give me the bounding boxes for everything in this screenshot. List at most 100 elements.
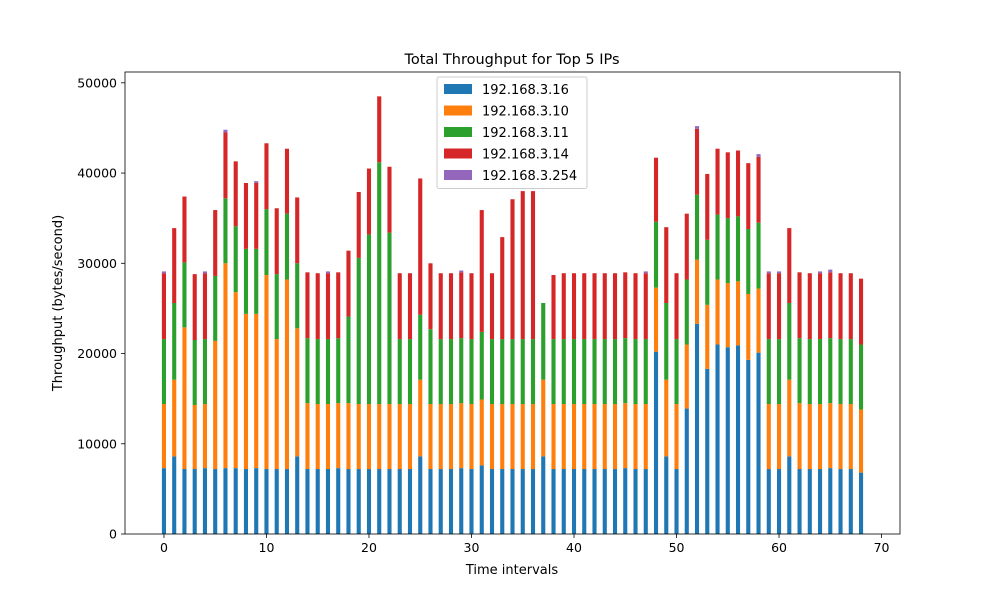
bar-segment [787, 303, 792, 380]
bar-segment [715, 279, 720, 345]
bar-segment [858, 278, 864, 345]
bar-segment [684, 213, 689, 280]
bar-segment [192, 340, 197, 405]
bar-segment [674, 339, 679, 405]
bar-segment [602, 273, 607, 340]
bar-segment [551, 469, 556, 534]
bar-segment [828, 269, 833, 273]
legend-label: 192.168.3.11 [482, 126, 569, 141]
bar-segment [725, 347, 730, 534]
x-tick-label: 0 [160, 540, 168, 555]
bar-segment [756, 154, 761, 157]
bar-segment [243, 313, 249, 470]
bar-segment [182, 469, 187, 534]
bar-segment [325, 271, 331, 274]
bar-segment [377, 469, 382, 534]
bar-segment [633, 469, 638, 534]
bar-segment [817, 339, 823, 405]
bar-segment [161, 404, 166, 469]
bar-segment [766, 273, 771, 340]
bar-segment [633, 273, 638, 340]
bar-segment [602, 404, 607, 470]
bar-segment [161, 339, 166, 405]
y-tick-label: 10000 [77, 436, 117, 451]
bar-segment [172, 456, 177, 534]
legend-label: 192.168.3.14 [482, 148, 569, 163]
bar-segment [520, 191, 525, 340]
bar-segment [694, 128, 700, 195]
bar-segment [561, 404, 566, 470]
bar-segment [243, 182, 249, 249]
y-tick-label: 0 [109, 527, 117, 542]
bar-segment [438, 339, 443, 405]
legend-label: 192.168.3.254 [482, 169, 577, 184]
bar-segment [500, 469, 505, 534]
bar-segment [469, 273, 474, 340]
bar-segment [797, 272, 802, 339]
bar-segment [172, 228, 177, 303]
bar-segment [182, 262, 187, 328]
bar-segment [346, 469, 351, 534]
bar-segment [438, 469, 443, 534]
bar-segment [664, 379, 669, 457]
bar-segment [254, 182, 259, 249]
bar-segment [397, 339, 402, 405]
bar-segment [172, 379, 177, 457]
bar-segment [438, 404, 443, 470]
bar-segment [500, 404, 505, 470]
bar-segment [418, 314, 423, 380]
bar-segment [592, 469, 597, 534]
bar-segment [643, 469, 648, 534]
bar-segment [182, 196, 187, 263]
bar-segment [653, 287, 659, 352]
bar-segment [858, 472, 864, 534]
bar-segment [828, 338, 833, 404]
bar-segment [254, 468, 259, 534]
bar-segment [500, 237, 505, 340]
bar-segment [510, 339, 515, 405]
bar-segment [848, 404, 853, 470]
bar-segment [643, 273, 648, 340]
bar-segment [807, 404, 812, 470]
bar-segment [428, 329, 433, 405]
bar-segment [377, 162, 382, 405]
bar-segment [705, 173, 710, 240]
bar-segment [674, 273, 679, 340]
bar-segment [202, 273, 208, 340]
bar-segment [459, 338, 464, 404]
bar-segment [192, 469, 197, 534]
bar-segment [315, 273, 320, 340]
bar-segment [807, 273, 812, 340]
y-tick-label: 40000 [77, 166, 117, 181]
bar-segment [838, 273, 843, 340]
bar-segment [817, 271, 823, 274]
bar-segment [643, 271, 648, 274]
bar-segment [551, 339, 556, 405]
bar-segment [284, 148, 290, 214]
bar-segment [407, 469, 413, 534]
bar-segment [623, 403, 628, 469]
bar-segment [633, 404, 638, 470]
bar-segment [264, 275, 269, 470]
bar-segment [653, 351, 659, 534]
bar-segment [479, 399, 484, 466]
bar-segment [797, 338, 802, 404]
bar-segment [828, 272, 833, 339]
bar-segment [428, 263, 433, 330]
x-tick-label: 10 [259, 540, 275, 555]
bar-segment [213, 469, 218, 534]
bar-segment [325, 469, 331, 534]
bar-segment [213, 340, 218, 470]
bar-segment [366, 404, 372, 470]
bar-segment [233, 468, 238, 534]
bar-segment [295, 197, 300, 264]
bar-segment [346, 316, 351, 404]
bar-segment [510, 469, 515, 534]
bar-segment [623, 338, 628, 404]
bar-segment [459, 468, 464, 534]
bar-segment [756, 288, 761, 353]
bar-segment [602, 469, 607, 534]
bar-segment [274, 469, 279, 534]
bar-segment [397, 273, 402, 340]
bar-segment [387, 232, 392, 405]
